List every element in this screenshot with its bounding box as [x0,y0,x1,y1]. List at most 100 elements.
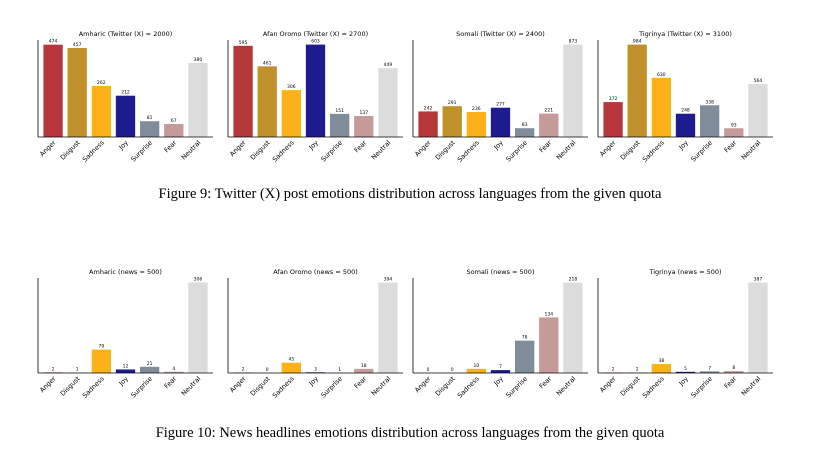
chart: Afan Oromo (Twitter (X) = 2700) 595 Anger 4… [227,30,403,164]
chart-title: Amharic (Twitter (X) = 2000) [79,30,173,38]
value-label: 2 [52,366,55,372]
value-label: 277 [496,102,505,108]
bar [329,113,350,137]
value-label: 262 [97,80,106,86]
value-label: 79 [98,344,104,350]
chart: Tigrinya (Twitter (X) = 3100) 372 Anger 984… [597,30,773,164]
value-label: 595 [239,40,248,46]
bar [115,95,136,137]
x-tick-label: Surprise [504,139,529,164]
chart-title: Amharic (news = 500) [89,268,162,276]
bar [748,84,768,137]
value-label: 380 [194,57,203,63]
chart-title: Somali (news = 500) [467,268,535,276]
x-tick-label: Fear [723,139,739,155]
value-label: 18 [361,363,367,369]
x-tick-label: Disgust [59,374,82,397]
bar [514,128,535,137]
x-tick-label: Joy [307,139,320,152]
x-tick-label: Disgust [59,138,82,161]
value-label: 394 [384,277,393,283]
x-tick-label: Surprise [129,139,154,164]
value-label: 81 [147,115,153,121]
bar [563,44,583,137]
bar [354,368,374,373]
value-label: 0 [427,367,430,373]
bar [514,340,535,373]
bar [418,111,438,137]
value-label: 306 [287,84,296,90]
x-tick-label: Joy [307,375,320,388]
value-label: 8 [732,365,735,371]
chart: Somali (Twitter (X) = 2400) 242 Anger 291 Di… [412,30,588,164]
bar [164,371,184,373]
bar [91,85,112,137]
value-label: 218 [569,277,578,283]
x-tick-label: Sadness [641,374,666,399]
x-tick-label: Joy [677,139,690,152]
value-label: 1 [76,367,79,373]
value-label: 137 [359,110,368,116]
bar [188,62,208,138]
value-label: 134 [544,311,553,317]
x-tick-label: Neutral [740,375,763,398]
value-label: 151 [335,108,344,114]
value-label: 306 [194,276,203,282]
bar [466,368,487,373]
value-label: 12 [123,363,129,369]
bar [305,44,326,138]
x-tick-label: Anger [598,139,618,159]
bar [139,121,160,137]
chart-title: Tigrinya (news = 500) [648,268,721,276]
x-tick-label: Anger [413,139,433,159]
x-tick-label: Sadness [271,138,296,163]
x-tick-label: Disgust [249,374,272,397]
x-tick-label: Surprise [129,375,154,400]
x-tick-label: Surprise [319,375,344,400]
x-tick-label: Anger [228,139,248,159]
value-label: 0 [451,367,454,373]
caption: Figure 10: News headlines emotions distr… [156,425,665,441]
value-label: 291 [448,100,457,106]
x-tick-label: Fear [538,375,554,391]
value-label: 83 [522,122,528,128]
x-tick-label: Anger [38,139,58,159]
value-label: 3 [314,366,317,372]
bar [43,44,63,137]
bar [675,113,696,137]
value-label: 7 [708,365,711,371]
value-label: 630 [657,72,666,78]
value-label: 461 [263,60,272,66]
value-label: 2 [636,367,639,373]
bar [651,364,672,373]
x-tick-label: Sadness [641,138,666,163]
x-tick-label: Surprise [689,375,714,400]
x-tick-label: Anger [598,375,618,395]
value-label: 372 [609,96,618,102]
caption: Figure 9: Twitter (X) post emotions dist… [159,186,662,202]
chart: Tigrinya (news = 500)2Anger2Disgust38Sad… [597,268,773,400]
x-tick-label: Joy [492,139,505,152]
x-tick-label: Disgust [434,138,457,161]
x-tick-label: Sadness [456,138,481,163]
value-label: 564 [754,78,763,84]
value-label: 4 [172,366,175,372]
x-tick-label: Joy [677,375,690,388]
chart: Somali (news = 500)0Anger0Disgust10Sadne… [412,268,588,400]
x-tick-label: Fear [353,139,369,155]
x-tick-label: Neutral [740,139,763,162]
chart-title: Afan Oromo (Twitter (X) = 2700) [263,30,368,38]
bar [627,44,647,137]
bar [67,47,87,137]
bar [563,282,583,373]
bar [115,369,136,373]
bar [354,116,374,137]
bar [603,102,623,137]
x-tick-label: Anger [413,375,433,395]
x-tick-label: Sadness [271,374,296,399]
bar [651,77,672,137]
value-label: 984 [633,39,642,45]
value-label: 242 [424,105,433,111]
